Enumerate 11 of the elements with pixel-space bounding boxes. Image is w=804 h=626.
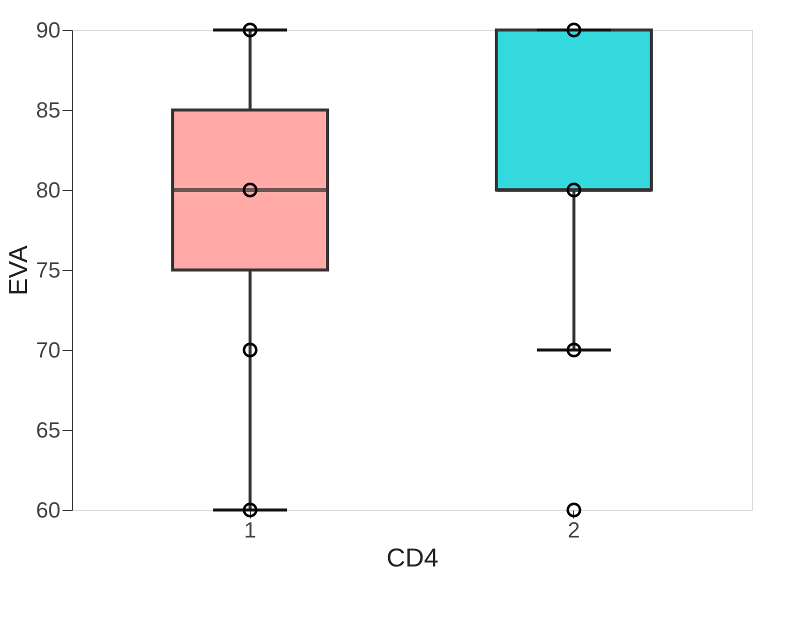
y-tick-label: 60: [36, 498, 60, 522]
y-tick-label: 85: [36, 98, 60, 122]
y-tick-label: 70: [36, 338, 60, 362]
y-tick-label: 65: [36, 418, 60, 442]
y-axis-title: EVA: [3, 244, 34, 296]
x-tick-label: 1: [244, 518, 256, 542]
y-tick-label: 75: [36, 258, 60, 282]
x-tick-label: 2: [568, 518, 580, 542]
x-axis-title: CD4: [386, 542, 439, 572]
y-tick-label: 90: [36, 18, 60, 42]
y-tick-label: 80: [36, 178, 60, 202]
